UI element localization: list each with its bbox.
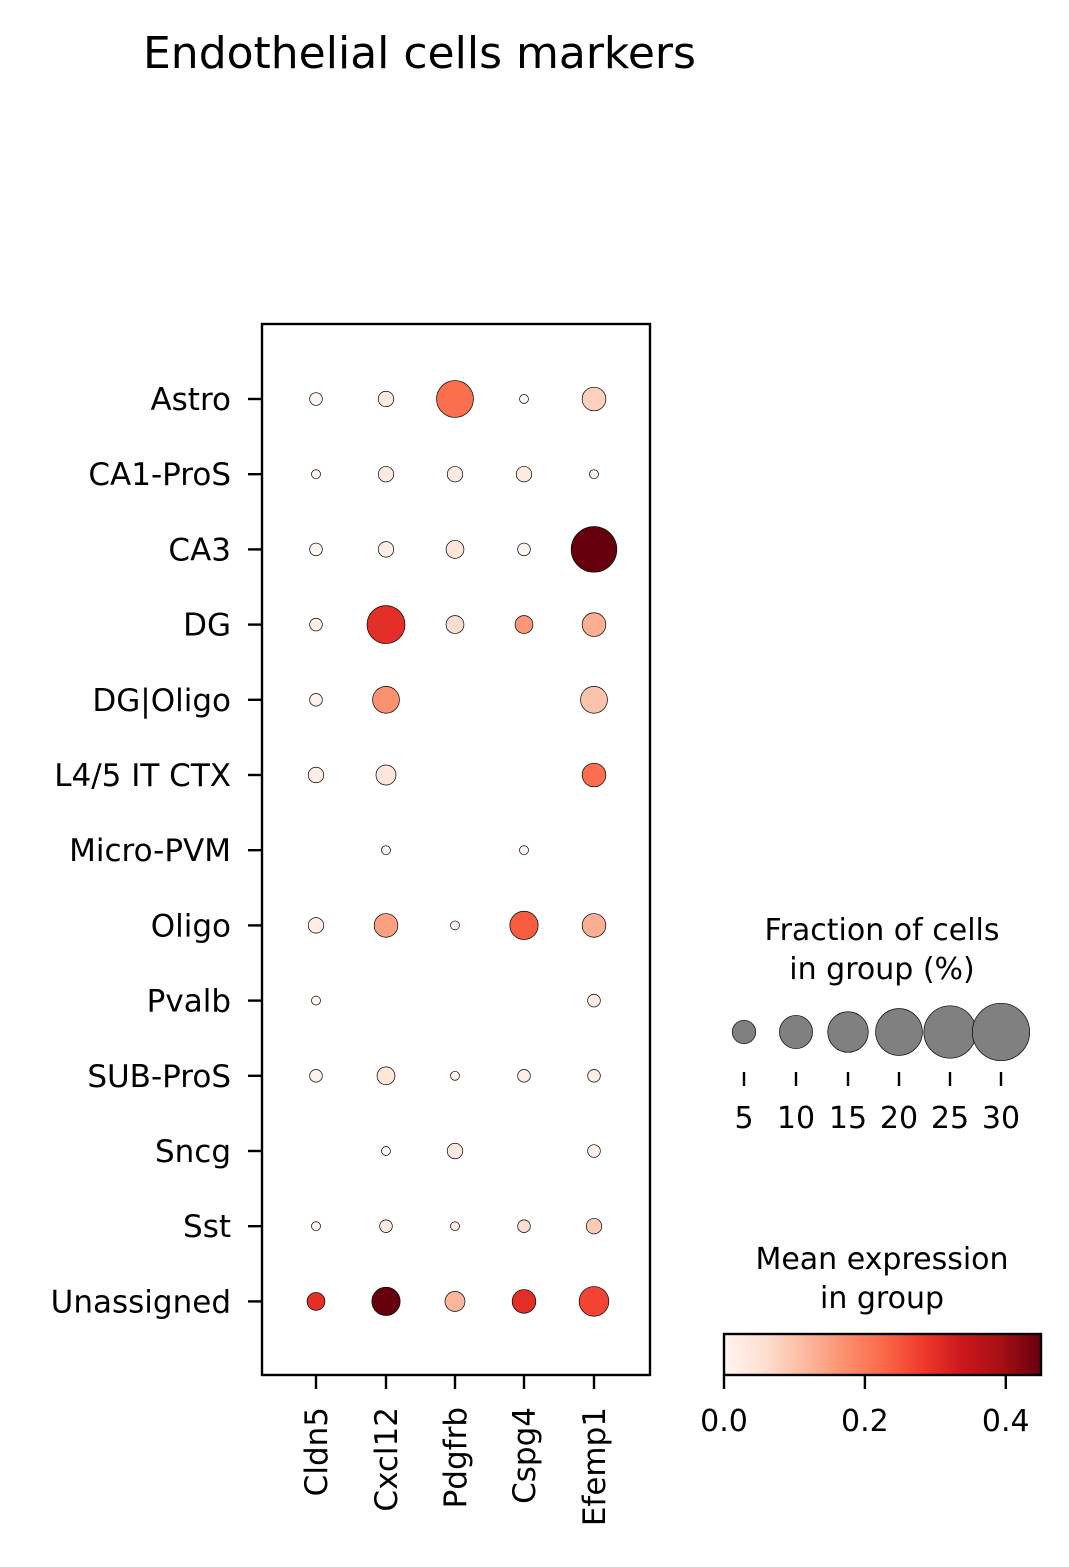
y-tick-label-sub-pros: SUB-ProS [87, 1059, 231, 1095]
dot-oligo-pdgfrb [450, 920, 460, 931]
dot-dg-cspg4 [514, 615, 534, 634]
size-legend-label-30: 30 [982, 1101, 1020, 1136]
dot-ca3-pdgfrb [445, 540, 465, 559]
dot-unassigned-pdgfrb [444, 1291, 466, 1312]
dot-ca3-cspg4 [517, 542, 531, 557]
dot-dg-oligo-cxcl12 [372, 686, 400, 714]
dot-oligo-cspg4 [509, 910, 539, 940]
dot-sub-pros-cspg4 [517, 1069, 531, 1083]
dot-unassigned-cxcl12 [371, 1286, 401, 1316]
dot-ca3-efemp1 [570, 526, 618, 573]
dot-ca1-pros-pdgfrb [446, 466, 464, 483]
dot-oligo-cldn5 [307, 917, 325, 934]
dot-sncg-efemp1 [587, 1144, 601, 1158]
dot-sst-cspg4 [517, 1219, 531, 1233]
dot-astro-cldn5 [309, 392, 323, 406]
dot-dg-oligo-efemp1 [580, 686, 608, 714]
dot-dg-cxcl12 [366, 605, 406, 644]
dot-sub-pros-cxcl12 [376, 1066, 396, 1086]
dot-sst-efemp1 [585, 1218, 603, 1235]
size-legend-dot-20 [875, 1008, 923, 1056]
dot-ca3-cxcl12 [377, 541, 395, 558]
size-legend-title-line2: in group (%) [789, 952, 974, 987]
size-legend-dot-10 [779, 1015, 813, 1049]
dot-l4-5-it-ctx-efemp1 [581, 762, 607, 788]
dot-astro-pdgfrb [436, 380, 474, 418]
color-legend: Mean expression in group 0.0 0.2 0.4 [700, 1242, 1043, 1439]
dot-sub-pros-cldn5 [309, 1069, 323, 1083]
dot-unassigned-efemp1 [578, 1286, 610, 1317]
dot-oligo-efemp1 [581, 913, 607, 938]
y-tick-label-astro: Astro [150, 382, 231, 418]
dot-sncg-pdgfrb [446, 1142, 464, 1160]
size-legend: Fraction of cells in group (%) 5 10 15 20 25 30 [731, 913, 1031, 1136]
dot-sub-pros-pdgfrb [450, 1070, 460, 1081]
y-tick-label-dg-oligo: DG|Oligo [92, 683, 231, 719]
dot-l4-5-it-ctx-cxcl12 [375, 764, 397, 786]
dot-pvalb-cldn5 [311, 995, 321, 1006]
x-tick-label-efemp1: Efemp1 [577, 1407, 613, 1526]
size-legend-dot-5 [731, 1019, 757, 1045]
dot-ca1-pros-cspg4 [515, 466, 533, 483]
dot-unassigned-cldn5 [306, 1292, 326, 1311]
dot-micro-pvm-cspg4 [519, 845, 529, 856]
dot-astro-cxcl12 [377, 390, 395, 408]
dot-dg-cldn5 [309, 617, 323, 632]
dot-dg-efemp1 [581, 612, 607, 637]
y-tick-label-micro-pvm: Micro-PVM [69, 833, 231, 869]
dot-sst-cldn5 [311, 1221, 321, 1232]
colorbar-tick-label-0: 0.0 [700, 1404, 748, 1439]
dot-astro-cspg4 [519, 394, 529, 404]
y-tick-label-sst: Sst [183, 1209, 231, 1245]
dot-sst-cxcl12 [379, 1219, 393, 1233]
color-legend-title-line2: in group [820, 1281, 944, 1316]
dot-sub-pros-efemp1 [587, 1069, 601, 1083]
y-tick-label-unassigned: Unassigned [51, 1284, 231, 1320]
colorbar-tick-label-2: 0.4 [982, 1404, 1030, 1439]
dot-micro-pvm-cxcl12 [381, 845, 391, 856]
y-tick-label-pvalb: Pvalb [147, 984, 231, 1020]
size-legend-label-15: 15 [829, 1101, 867, 1136]
y-tick-label-oligo: Oligo [151, 908, 231, 944]
dot-pvalb-efemp1 [587, 993, 601, 1008]
y-tick-label-l4-5-it-ctx: L4/5 IT CTX [54, 758, 231, 794]
dot-l4-5-it-ctx-cldn5 [307, 766, 325, 784]
size-legend-dot-15 [827, 1011, 869, 1053]
size-legend-dot-30 [971, 1002, 1031, 1062]
y-tick-label-sncg: Sncg [155, 1134, 231, 1170]
dot-oligo-cxcl12 [373, 913, 399, 938]
x-tick-label-cldn5: Cldn5 [299, 1407, 335, 1496]
size-legend-title-line1: Fraction of cells [765, 913, 1000, 948]
dot-dg-pdgfrb [445, 615, 465, 634]
size-legend-label-25: 25 [931, 1101, 969, 1136]
dot-sncg-cxcl12 [381, 1146, 391, 1156]
dot-sst-pdgfrb [450, 1221, 460, 1232]
size-legend-label-20: 20 [880, 1101, 918, 1136]
x-tick-label-cxcl12: Cxcl12 [369, 1407, 405, 1512]
dot-ca1-pros-efemp1 [589, 469, 599, 480]
y-tick-label-dg: DG [183, 608, 231, 644]
colorbar-tick-label-1: 0.2 [841, 1404, 889, 1439]
size-legend-dot-25 [923, 1005, 977, 1059]
chart-title: Endothelial cells markers [143, 28, 696, 79]
y-tick-label-ca3: CA3 [168, 532, 231, 568]
size-legend-label-5: 5 [734, 1101, 753, 1136]
dot-ca1-pros-cldn5 [311, 469, 321, 480]
dot-astro-efemp1 [581, 386, 607, 412]
size-legend-label-10: 10 [777, 1101, 815, 1136]
x-tick-label-pdgfrb: Pdgfrb [438, 1407, 474, 1508]
color-legend-title-line1: Mean expression [755, 1242, 1008, 1277]
dot-unassigned-cspg4 [511, 1289, 537, 1314]
dot-ca1-pros-cxcl12 [377, 466, 395, 483]
y-tick-label-ca1-pros: CA1-ProS [88, 457, 231, 493]
dot-dg-oligo-cldn5 [309, 693, 323, 707]
dot-ca3-cldn5 [309, 542, 323, 557]
colorbar [722, 1332, 1043, 1377]
main-plot-area: Astro CA1-ProS CA3 DG DG|Oligo L4/5 IT CTX Mic… [51, 322, 652, 1526]
x-tick-label-cspg4: Cspg4 [507, 1407, 543, 1504]
